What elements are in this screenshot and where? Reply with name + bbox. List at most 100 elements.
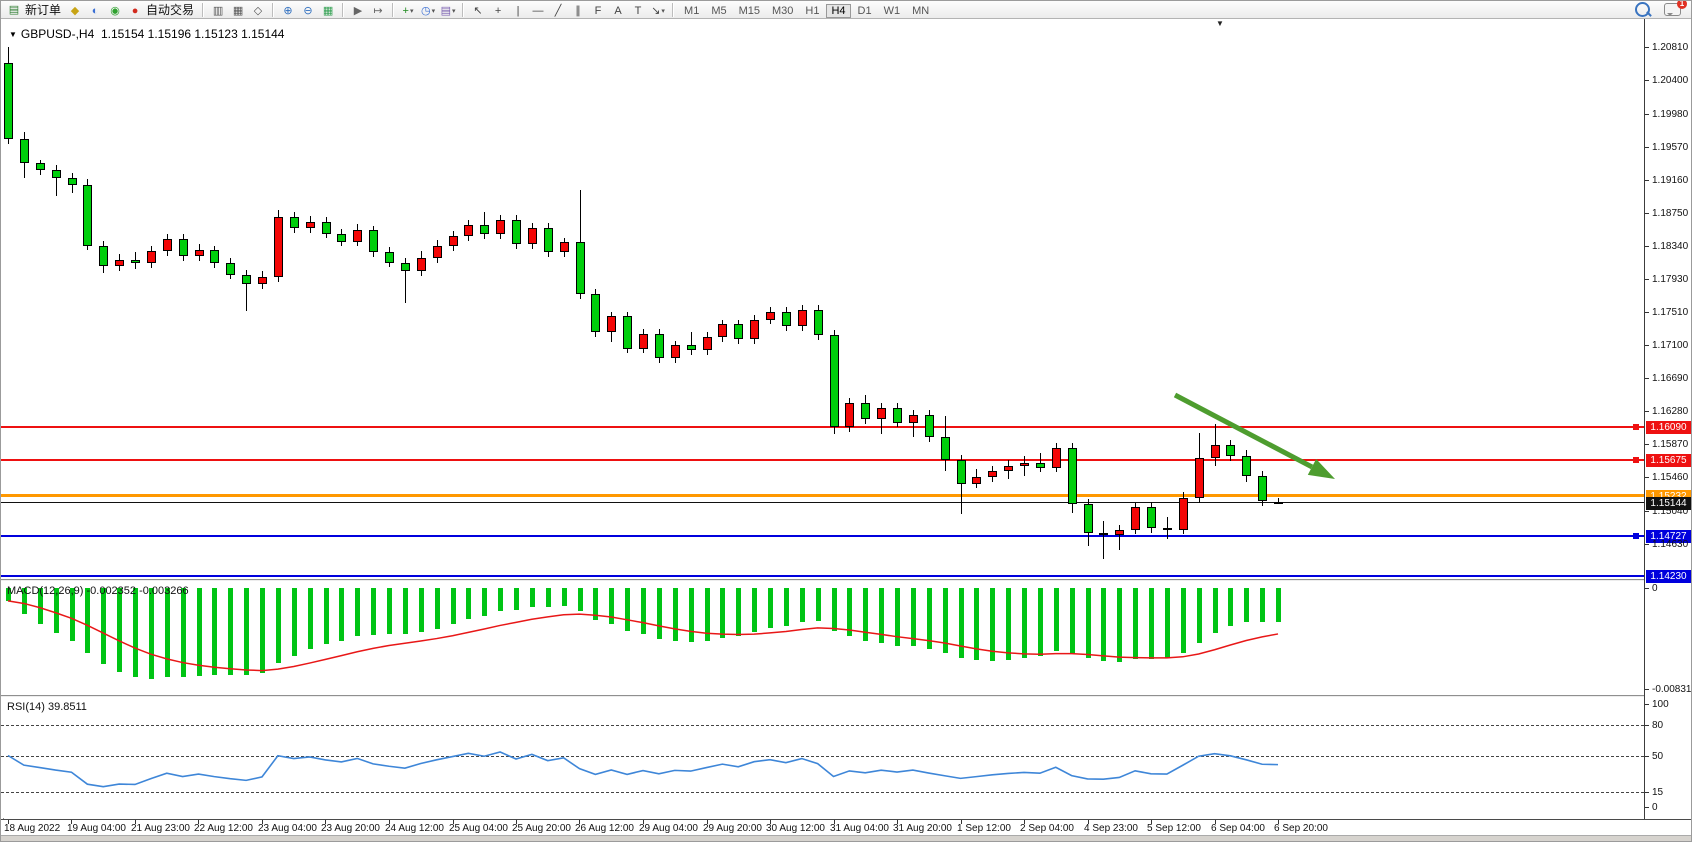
candle	[35, 162, 45, 171]
macd-histogram-bar	[196, 588, 202, 676]
price-tick	[1645, 345, 1649, 347]
periods-button[interactable]: ◷ ▾	[418, 3, 438, 19]
time-tick-label: 25 Aug 04:00	[449, 823, 508, 834]
timeframe-button-mn[interactable]: MN	[912, 4, 930, 17]
horizontal-line-1.15675[interactable]	[1, 458, 1644, 461]
timeframe-button-m1[interactable]: M1	[684, 4, 700, 17]
panel-separator[interactable]	[1, 695, 1691, 698]
candlestick-chart-button[interactable]: ▦	[228, 3, 248, 19]
candle	[1035, 462, 1045, 468]
line-handle[interactable]	[1633, 533, 1639, 540]
search-icon[interactable]	[1635, 2, 1650, 17]
candle	[543, 227, 553, 253]
trendline-icon: ╱	[554, 4, 562, 17]
arrows-tool[interactable]: ↘ ▾	[648, 3, 668, 19]
timeframe-button-m15[interactable]: M15	[738, 4, 760, 17]
indicators-button[interactable]: + ▾	[398, 3, 418, 19]
styler-button[interactable]: ◆	[65, 3, 85, 19]
macd-histogram-bar	[1164, 588, 1170, 658]
time-tick	[453, 820, 454, 824]
bar-chart-button[interactable]: ▥	[208, 3, 228, 19]
trendline-tool[interactable]: ╱	[548, 3, 568, 19]
auto-trading-button[interactable]: ●	[125, 3, 145, 19]
zoom-in-button[interactable]: ⊕	[278, 3, 298, 19]
macd-histogram-bar	[926, 588, 932, 649]
macd-histogram-bar	[847, 588, 853, 637]
line-handle[interactable]	[1633, 423, 1639, 430]
horizontal-line-1.14727[interactable]	[1, 535, 1644, 538]
line-price-label: 1.14230	[1646, 570, 1691, 584]
candle	[829, 334, 839, 428]
macd-histogram-bar	[450, 588, 456, 625]
candle	[162, 239, 172, 252]
tile-windows-button[interactable]: ▦	[318, 3, 338, 19]
timeframe-button-m5[interactable]: M5	[711, 4, 727, 17]
zoom-out-icon: ⊖	[303, 4, 313, 17]
candle	[83, 185, 93, 246]
horizontal-line-1.14230[interactable]	[1, 575, 1644, 578]
arrows-icon: ↘	[651, 4, 661, 17]
candle-wick	[246, 269, 248, 311]
price-tick-label: 1.17100	[1652, 340, 1689, 352]
zoom-out-button[interactable]: ⊖	[298, 3, 318, 19]
candle	[1258, 475, 1268, 501]
time-tick	[262, 820, 263, 824]
timeframe-button-h1[interactable]: H1	[805, 4, 820, 17]
time-tick	[8, 820, 9, 824]
candle	[464, 224, 474, 236]
horizontal-line-1.15232[interactable]	[1, 494, 1644, 498]
candle	[750, 319, 760, 339]
chart-expander-icon[interactable]: ▼	[9, 30, 17, 39]
chart-shift-button[interactable]: ↦	[368, 3, 388, 19]
candle	[19, 138, 29, 163]
macd-histogram-bar	[958, 588, 964, 658]
candle-wick	[1103, 520, 1105, 560]
rsi-axis-label: 100	[1652, 699, 1669, 710]
timeframe-button-w1[interactable]: W1	[883, 4, 901, 17]
line-chart-button[interactable]: ◇	[248, 3, 268, 19]
horizontal-line-1.15144[interactable]	[1, 502, 1644, 504]
crosshair-icon: +	[494, 4, 502, 17]
vertical-line-tool[interactable]: |	[508, 3, 528, 19]
candle	[67, 178, 77, 186]
macd-histogram-bar	[180, 588, 186, 678]
rsi-label: RSI(14) 39.8511	[7, 701, 87, 713]
crosshair-tool[interactable]: +	[488, 3, 508, 19]
new-order-button[interactable]: ▤	[4, 2, 24, 18]
chat-icon[interactable]: 1	[1664, 1, 1687, 16]
timeframe-button-d1[interactable]: D1	[857, 4, 872, 17]
line-chart-icon: ◇	[253, 4, 263, 17]
panel-separator[interactable]	[1, 579, 1691, 582]
horizontal-line-1.16090[interactable]	[1, 425, 1644, 428]
cursor-tool[interactable]: ↖	[468, 3, 488, 19]
timeframe-button-m30[interactable]: M30	[772, 4, 794, 17]
macd-histogram-bar	[783, 588, 789, 626]
price-tick	[1645, 47, 1649, 48]
channel-tool[interactable]: ∥	[568, 3, 588, 19]
fibonacci-tool[interactable]: F	[588, 3, 608, 19]
text-label-tool[interactable]: T	[628, 3, 648, 19]
line-handle[interactable]	[1633, 456, 1639, 463]
new-order-label[interactable]: 新订单	[25, 3, 62, 17]
timeframe-button-h4[interactable]: H4	[826, 3, 851, 18]
candle	[400, 262, 410, 272]
candle	[51, 170, 61, 179]
text-label-icon: T	[634, 4, 642, 17]
rsi-line	[7, 751, 1279, 788]
macd-histogram-bar	[704, 588, 710, 641]
templates-button[interactable]: ▤ ▾	[438, 3, 458, 19]
periods-icon: ◷	[420, 4, 431, 17]
time-tick	[897, 820, 898, 824]
macd-histogram-bar	[577, 588, 583, 612]
templates-icon: ▤	[440, 4, 451, 17]
text-tool[interactable]: A	[608, 3, 628, 19]
time-tick	[389, 820, 390, 824]
auto-trading-label[interactable]: 自动交易	[146, 3, 195, 17]
toolbar-separator	[462, 2, 465, 17]
candle	[289, 216, 299, 228]
profiles-button[interactable]: ◐	[85, 3, 105, 19]
horizontal-line-tool[interactable]: —	[528, 3, 548, 19]
chart-symbol-period: GBPUSD-,H4	[20, 27, 95, 41]
auto-scroll-button[interactable]: ▶	[348, 3, 368, 19]
signals-button[interactable]: ◉	[105, 3, 125, 19]
